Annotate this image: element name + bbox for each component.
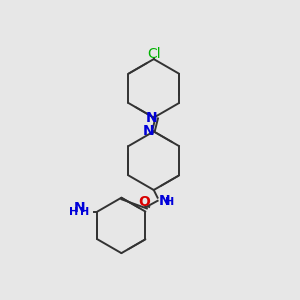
- Text: O: O: [138, 195, 150, 209]
- Text: N: N: [146, 111, 157, 125]
- Text: H: H: [165, 197, 175, 207]
- Text: Cl: Cl: [147, 47, 160, 61]
- Text: N: N: [142, 124, 154, 138]
- Text: H: H: [80, 207, 90, 217]
- Text: N: N: [159, 194, 171, 208]
- Text: H: H: [69, 207, 78, 217]
- Text: N: N: [74, 201, 85, 215]
